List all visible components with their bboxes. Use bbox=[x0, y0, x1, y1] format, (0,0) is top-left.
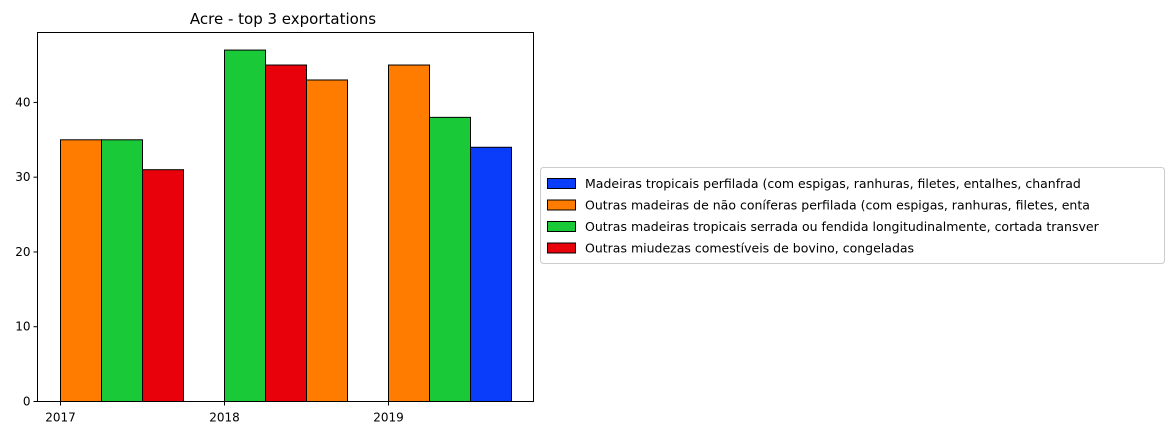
legend-swatch bbox=[547, 178, 576, 189]
y-tick-label: 10 bbox=[15, 320, 30, 334]
legend-swatch bbox=[547, 221, 576, 232]
y-tick-label: 20 bbox=[15, 245, 30, 259]
y-tick-label: 30 bbox=[15, 170, 30, 184]
bar-2019-2 bbox=[429, 116, 471, 402]
y-tick-label: 40 bbox=[15, 95, 30, 109]
legend-label: Outras madeiras tropicais serrada ou fen… bbox=[585, 219, 1100, 234]
x-axis: 2017 2018 2019 bbox=[45, 401, 404, 425]
bar-2019-1 bbox=[388, 64, 430, 402]
x-tick-label: 2017 bbox=[45, 411, 76, 425]
legend-label: Madeiras tropicais perfilada (com espiga… bbox=[585, 176, 1081, 191]
bar-2018-1 bbox=[224, 49, 266, 402]
legend: Madeiras tropicais perfilada (com espiga… bbox=[540, 167, 1165, 264]
plot-frame bbox=[37, 32, 534, 402]
bar-2017-2 bbox=[101, 139, 143, 402]
legend-label: Outras miudezas comestíveis de bovino, c… bbox=[585, 241, 914, 256]
bar-2019-3 bbox=[470, 146, 512, 402]
legend-swatch bbox=[547, 242, 576, 254]
bars-group bbox=[60, 49, 512, 402]
legend-box bbox=[540, 167, 1165, 264]
y-tick-label: 0 bbox=[23, 395, 31, 409]
legend-label: Outras madeiras de não coníferas perfila… bbox=[585, 198, 1090, 213]
x-tick-label: 2018 bbox=[209, 411, 240, 425]
x-tick-label: 2019 bbox=[373, 411, 404, 425]
chart-title: Acre - top 3 exportations bbox=[190, 10, 376, 28]
bar-2017-1 bbox=[60, 139, 102, 402]
bar-2018-3 bbox=[306, 79, 348, 402]
y-axis: 0 10 20 30 40 bbox=[15, 95, 38, 409]
legend-swatch bbox=[547, 199, 576, 211]
bar-2018-2 bbox=[265, 64, 307, 402]
bar-2017-3 bbox=[142, 169, 184, 402]
